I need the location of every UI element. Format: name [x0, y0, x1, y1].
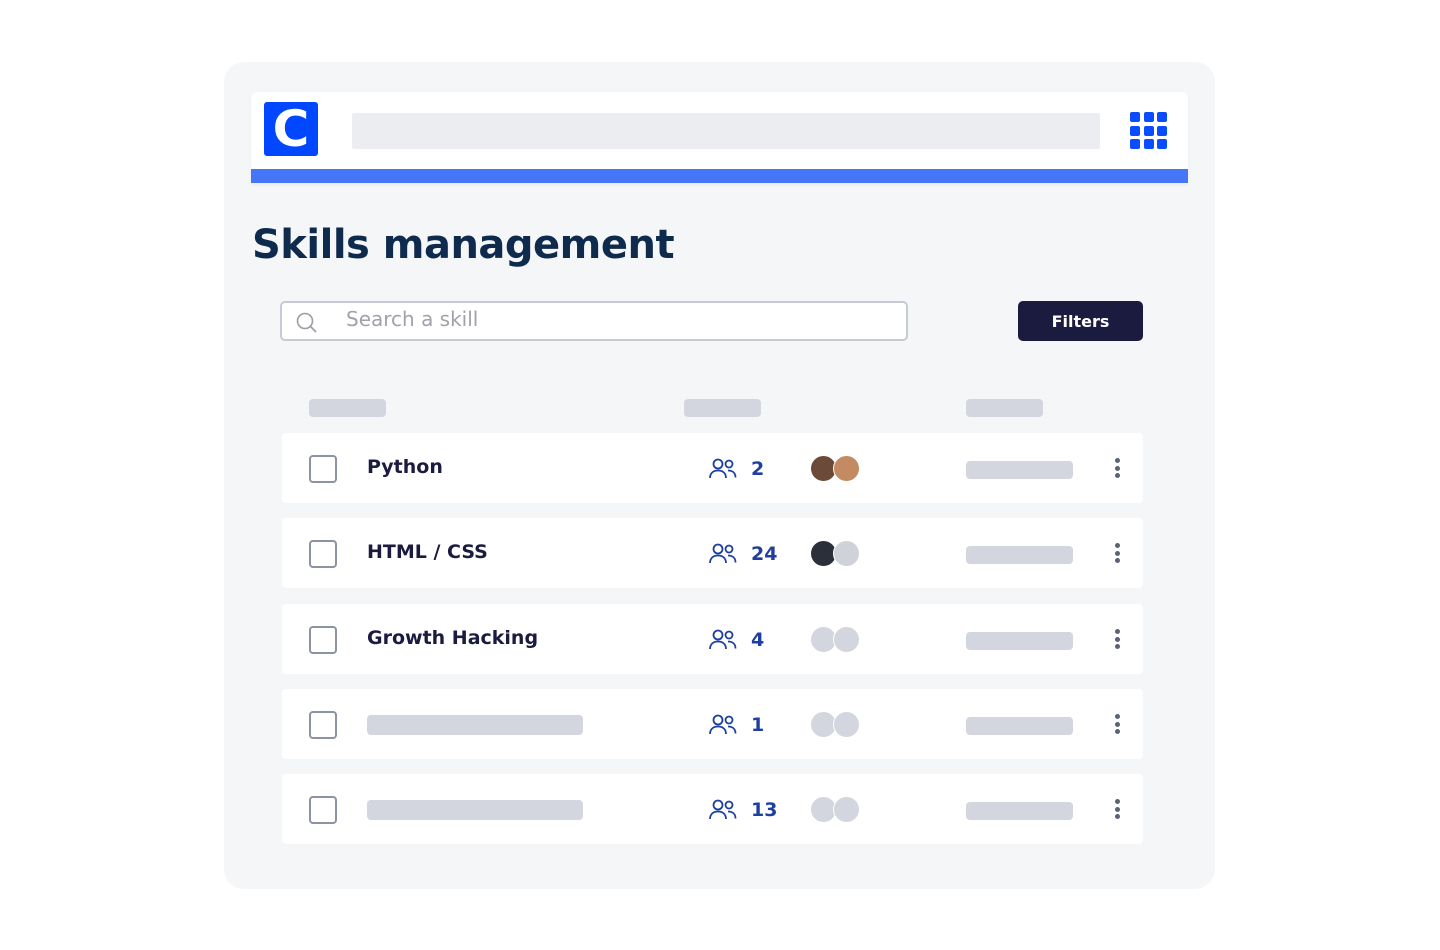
users-icon: [709, 629, 737, 650]
accent-bar: [251, 169, 1188, 183]
table-row[interactable]: Growth Hacking 4: [282, 604, 1143, 674]
level-placeholder: [966, 546, 1073, 564]
row-checkbox[interactable]: [309, 540, 337, 568]
skill-name-placeholder: [367, 715, 583, 735]
skill-name[interactable]: HTML / CSS: [367, 541, 488, 563]
table-row[interactable]: Python 2: [282, 433, 1143, 503]
search-icon: [296, 312, 317, 333]
level-placeholder: [966, 632, 1073, 650]
avatar: [810, 796, 837, 823]
search-field[interactable]: [280, 301, 908, 341]
more-options-icon[interactable]: [1115, 629, 1121, 652]
avatar: [810, 626, 837, 653]
row-checkbox[interactable]: [309, 626, 337, 654]
table-row[interactable]: 1: [282, 689, 1143, 759]
avatar: [833, 540, 860, 567]
column-header-placeholder: [966, 399, 1043, 417]
row-checkbox[interactable]: [309, 796, 337, 824]
more-options-icon[interactable]: [1115, 543, 1121, 566]
column-header-placeholder: [309, 399, 386, 417]
avatar: [833, 796, 860, 823]
level-placeholder: [966, 461, 1073, 479]
logo[interactable]: C: [264, 102, 318, 156]
more-options-icon[interactable]: [1115, 458, 1121, 481]
member-count: 24: [751, 543, 778, 565]
member-count: 13: [751, 799, 778, 821]
skill-name-placeholder: [367, 800, 583, 820]
avatar: [833, 455, 860, 482]
filters-button[interactable]: Filters: [1018, 301, 1143, 341]
avatar: [833, 711, 860, 738]
top-bar: C: [251, 92, 1188, 183]
member-count: 1: [751, 714, 765, 736]
avatar: [833, 626, 860, 653]
row-checkbox[interactable]: [309, 711, 337, 739]
avatar: [810, 540, 837, 567]
more-options-icon[interactable]: [1115, 714, 1121, 737]
users-icon: [709, 799, 737, 820]
users-icon: [709, 458, 737, 479]
more-options-icon[interactable]: [1115, 799, 1121, 822]
column-header-placeholder: [684, 399, 761, 417]
avatar: [810, 455, 837, 482]
table-row[interactable]: HTML / CSS 24: [282, 518, 1143, 588]
page-title: Skills management: [252, 222, 675, 268]
row-checkbox[interactable]: [309, 455, 337, 483]
level-placeholder: [966, 802, 1073, 820]
table-row[interactable]: 13: [282, 774, 1143, 844]
search-input[interactable]: [346, 307, 846, 331]
level-placeholder: [966, 717, 1073, 735]
member-count: 2: [751, 458, 765, 480]
skill-name[interactable]: Growth Hacking: [367, 627, 539, 649]
skill-name[interactable]: Python: [367, 456, 443, 478]
member-count: 4: [751, 629, 765, 651]
users-icon: [709, 543, 737, 564]
users-icon: [709, 714, 737, 735]
apps-grid-icon[interactable]: [1130, 112, 1167, 149]
header-placeholder: [352, 113, 1100, 149]
